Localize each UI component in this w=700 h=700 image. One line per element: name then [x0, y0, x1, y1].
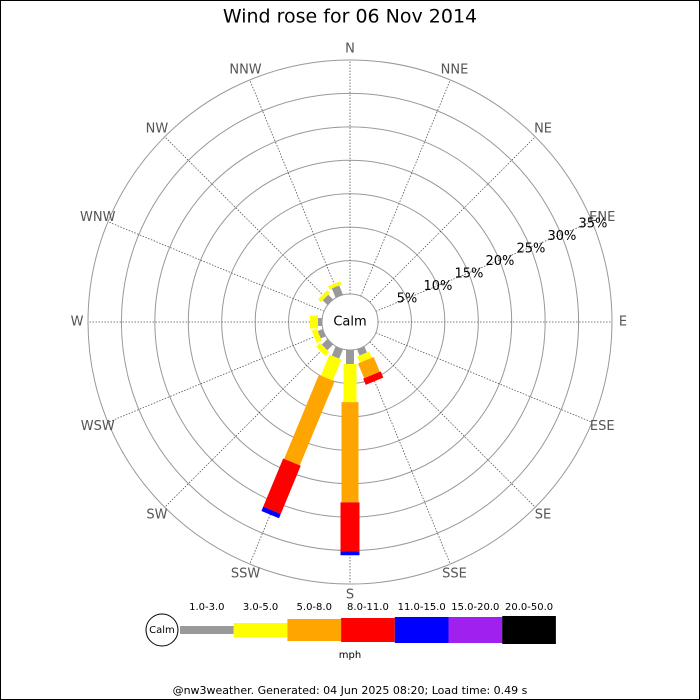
ring-label: 10% — [423, 279, 452, 294]
direction-label: N — [345, 42, 355, 57]
spoke — [164, 136, 331, 303]
ring-label: 25% — [516, 241, 545, 256]
chart-title: Wind rose for 06 Nov 2014 — [223, 6, 477, 28]
wind-bar — [331, 285, 343, 298]
wind-bar — [317, 329, 326, 339]
wind-bar — [316, 342, 330, 356]
wind-bar — [357, 356, 380, 379]
legend-swatch — [180, 626, 234, 634]
legend-label: 11.0-15.0 — [398, 602, 446, 613]
ring-label: 20% — [485, 254, 514, 269]
direction-label: NNW — [229, 62, 261, 77]
legend-swatch — [502, 616, 556, 644]
spoke — [375, 332, 593, 423]
wind-bar — [311, 328, 322, 343]
legend-label: 1.0-3.0 — [189, 602, 224, 613]
spoke — [107, 332, 325, 423]
direction-label: E — [619, 315, 627, 330]
wind-bar — [261, 506, 281, 519]
spoke — [249, 79, 340, 297]
legend-swatch — [341, 618, 395, 642]
ring — [87, 59, 613, 585]
spoke — [369, 136, 536, 303]
legend-swatch — [448, 617, 503, 643]
legend-label: 15.0-20.0 — [451, 602, 499, 613]
wind-bar — [357, 346, 367, 356]
legend-swatch — [233, 623, 288, 637]
legend-label: 3.0-5.0 — [243, 602, 278, 613]
legend-unit: mph — [339, 650, 361, 661]
legend-label: 20.0-50.0 — [505, 602, 553, 613]
direction-label: NE — [534, 121, 552, 136]
ring-label: 5% — [397, 291, 418, 306]
wind-bar — [284, 374, 335, 466]
direction-label: SSE — [442, 567, 467, 582]
legend-label: 8.0-11.0 — [347, 602, 389, 613]
spoke — [360, 347, 451, 565]
legend-calm — [145, 613, 179, 647]
legend-calm-label: Calm — [149, 625, 175, 636]
wind-bar — [331, 346, 343, 359]
spoke — [164, 341, 331, 508]
spoke — [107, 221, 325, 312]
direction-label: SSW — [231, 567, 261, 582]
footer: @nw3weather. Generated: 04 Jun 2025 08:2… — [173, 684, 528, 697]
wind-bar — [322, 294, 334, 306]
direction-label: NNE — [441, 62, 469, 77]
spoke — [360, 79, 451, 297]
wind-bar — [328, 281, 342, 290]
wind-bar — [318, 290, 331, 303]
legend-swatch — [394, 617, 449, 643]
legend-swatch — [287, 619, 342, 641]
wind-bar — [363, 371, 384, 385]
spoke — [369, 341, 536, 508]
wind-bar — [263, 458, 301, 514]
wind-bar — [320, 354, 342, 381]
wind-bar — [321, 338, 334, 351]
calm-circle — [321, 293, 379, 351]
ring-label: 15% — [454, 266, 483, 281]
direction-label: WSW — [81, 419, 115, 434]
ring-label: 30% — [547, 229, 576, 244]
legend-label: 5.0-8.0 — [297, 602, 332, 613]
wind-bar — [357, 351, 372, 363]
spoke — [375, 221, 593, 312]
direction-label: ENE — [589, 210, 615, 225]
direction-label: NW — [146, 121, 169, 136]
direction-label: S — [346, 588, 354, 603]
direction-label: ESE — [590, 419, 615, 434]
direction-label: SE — [535, 508, 551, 523]
direction-label: W — [71, 315, 84, 330]
direction-label: WNW — [80, 210, 116, 225]
ring-label: 35% — [578, 216, 607, 231]
calm-label: Calm — [333, 315, 366, 330]
direction-label: SW — [146, 508, 167, 523]
